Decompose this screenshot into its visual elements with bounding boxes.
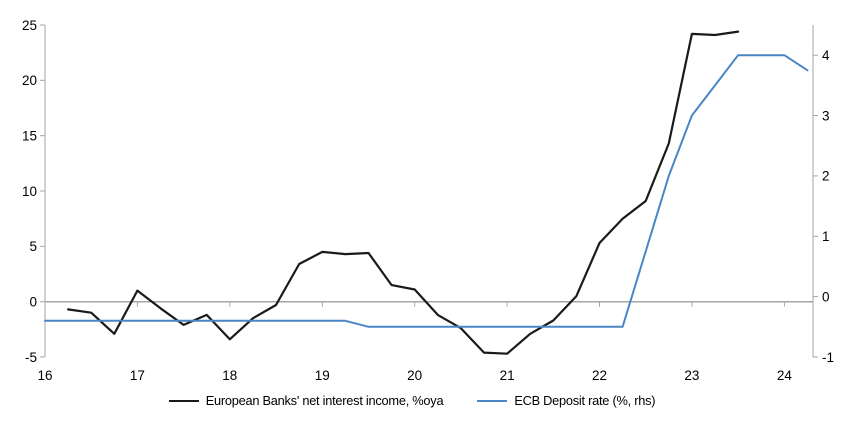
legend-item-net-interest-income: European Banks' net interest income, %oy… [168,393,444,408]
legend-line-sample-black [168,399,199,402]
right-axis-tick-label: 1 [822,229,830,244]
left-axis-tick-label: 10 [22,184,37,199]
right-axis-tick-label: -1 [822,350,834,365]
legend-label-ecb-deposit-rate: ECB Deposit rate (%, rhs) [514,393,656,408]
x-axis-tick-label: 17 [130,368,145,383]
series-line-ecb-deposit-rate [44,54,809,328]
legend-label-net-interest-income: European Banks' net interest income, %oy… [205,393,444,408]
left-axis-tick-label: 5 [29,239,37,254]
x-axis-tick-label: 18 [222,368,237,383]
left-axis-tick-label: 15 [22,129,37,144]
right-axis-tick-label: 0 [822,289,830,304]
x-axis-tick-label: 24 [777,368,793,383]
right-axis-tick-label: 4 [822,48,830,63]
legend-item-ecb-deposit-rate: ECB Deposit rate (%, rhs) [477,393,656,408]
x-axis-tick-label: 19 [315,368,330,383]
left-axis-tick-label: -5 [25,350,37,365]
x-axis-tick-label: 21 [500,368,515,383]
x-axis-tick-label: 20 [407,368,422,383]
left-axis-tick-label: 0 [29,295,37,310]
right-axis-tick-label: 3 [822,108,830,123]
series-line-net-interest-income [67,30,740,355]
x-axis-tick-label: 22 [592,368,607,383]
left-axis-tick-label: 20 [22,73,37,88]
x-axis-tick-label: 23 [684,368,699,383]
chart-legend: European Banks' net interest income, %oy… [0,393,838,408]
right-axis-tick-label: 2 [822,169,830,184]
left-axis-tick-label: 25 [22,18,37,33]
legend-line-sample-blue [477,399,508,402]
x-axis-tick-label: 16 [37,368,52,383]
